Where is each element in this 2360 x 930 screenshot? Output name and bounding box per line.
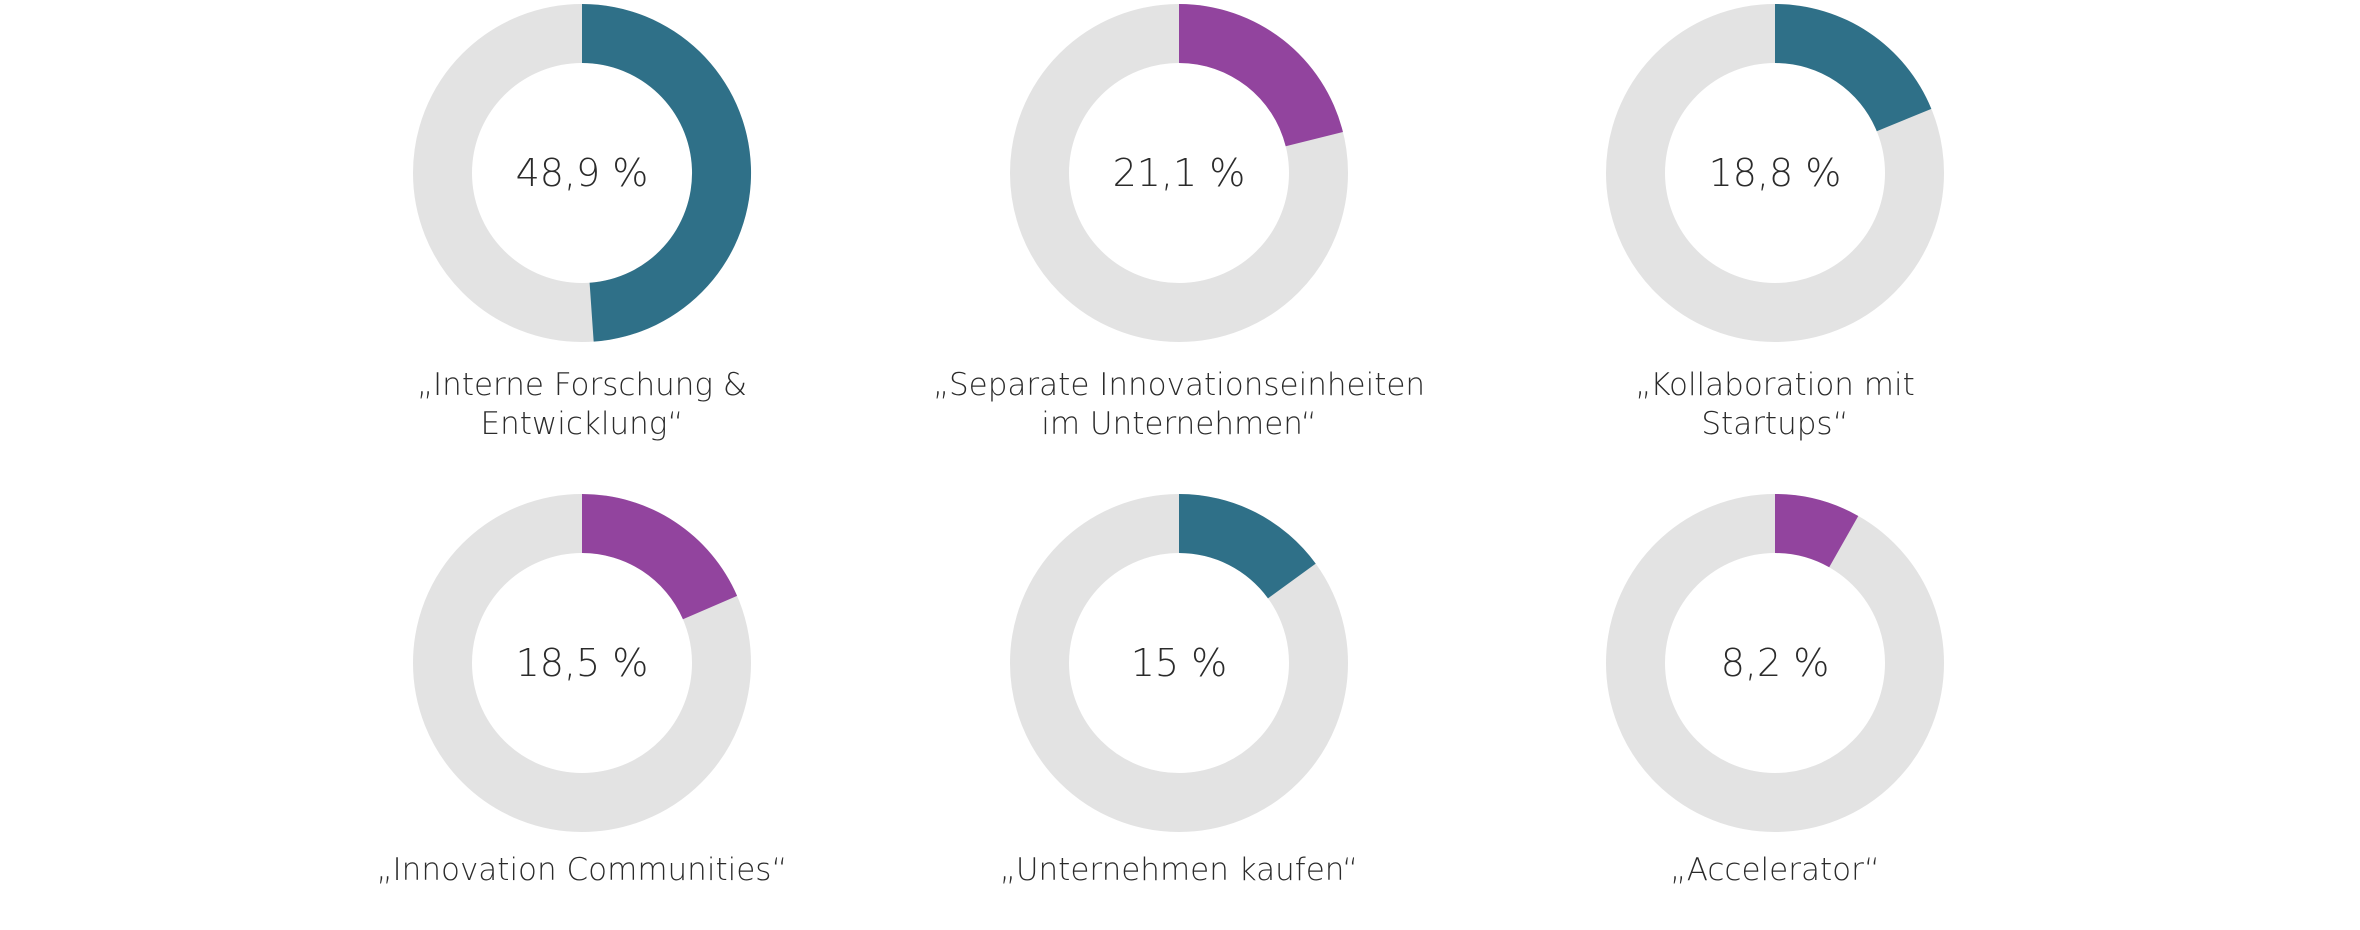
donut-center-value: 15 % [1131,641,1228,685]
donut-caption: „Interne Forschung & Entwicklung“ [282,366,882,444]
donut-value-segment [1775,494,1859,568]
donut-center-value: 21,1 % [1113,151,1246,195]
donut-value-segment [582,494,738,620]
donut-caption: „Separate Innovationseinheiten im Unterne… [879,366,1479,444]
donut-caption: „Kollaboration mit Startups“ [1475,366,2075,444]
donut-caption: „Accelerator“ [1475,851,2075,890]
donut-caption-line: im Unternehmen“ [1041,406,1317,442]
donut-svg: 18,8 % [1606,4,1944,342]
donut-chart-3: 18,8 % „Kollaboration mit Startups“ [1475,0,2075,442]
donut-caption-line: „Innovation Communities“ [376,852,788,888]
donut-chart-grid: 48,9 % „Interne Forschung & Entwicklung“ 21… [282,0,2075,888]
donut-caption-line: „Accelerator“ [1670,852,1880,888]
donut-chart-5: 15 % „Unternehmen kaufen“ [879,490,1479,930]
donut-caption-line: „Kollaboration mit [1635,367,1915,403]
donut-svg: 8,2 % [1606,494,1944,832]
donut-value-segment [1179,4,1343,147]
donut-value-segment [582,3,752,342]
donut-caption-line: „Interne Forschung & [416,367,748,403]
donut-chart-6: 8,2 % „Accelerator“ [1475,490,2075,930]
donut-value-segment [1775,4,1932,132]
donut-caption: „Innovation Communities“ [282,851,882,890]
donut-center-value: 48,9 % [516,151,649,195]
donut-caption: „Unternehmen kaufen“ [879,851,1479,890]
donut-chart-4: 18,5 % „Innovation Communities“ [282,490,882,930]
donut-chart-2: 21,1 % „Separate Innovationseinheiten im U… [879,0,1479,442]
donut-caption-line: „Unternehmen kaufen“ [999,852,1359,888]
donut-caption-line: „Separate Innovationseinheiten [932,367,1426,403]
donut-chart-1: 48,9 % „Interne Forschung & Entwicklung“ [282,0,882,442]
donut-center-value: 18,5 % [516,641,649,685]
donut-caption-line: Startups“ [1701,406,1849,442]
donut-svg: 18,5 % [413,494,751,832]
donut-center-value: 8,2 % [1721,641,1830,685]
donut-svg: 21,1 % [1010,4,1348,342]
donut-svg: 48,9 % [413,3,752,342]
donut-value-segment [1179,494,1316,599]
donut-caption-line: Entwicklung“ [480,406,684,442]
donut-center-value: 18,8 % [1709,151,1842,195]
donut-svg: 15 % [1010,494,1348,832]
